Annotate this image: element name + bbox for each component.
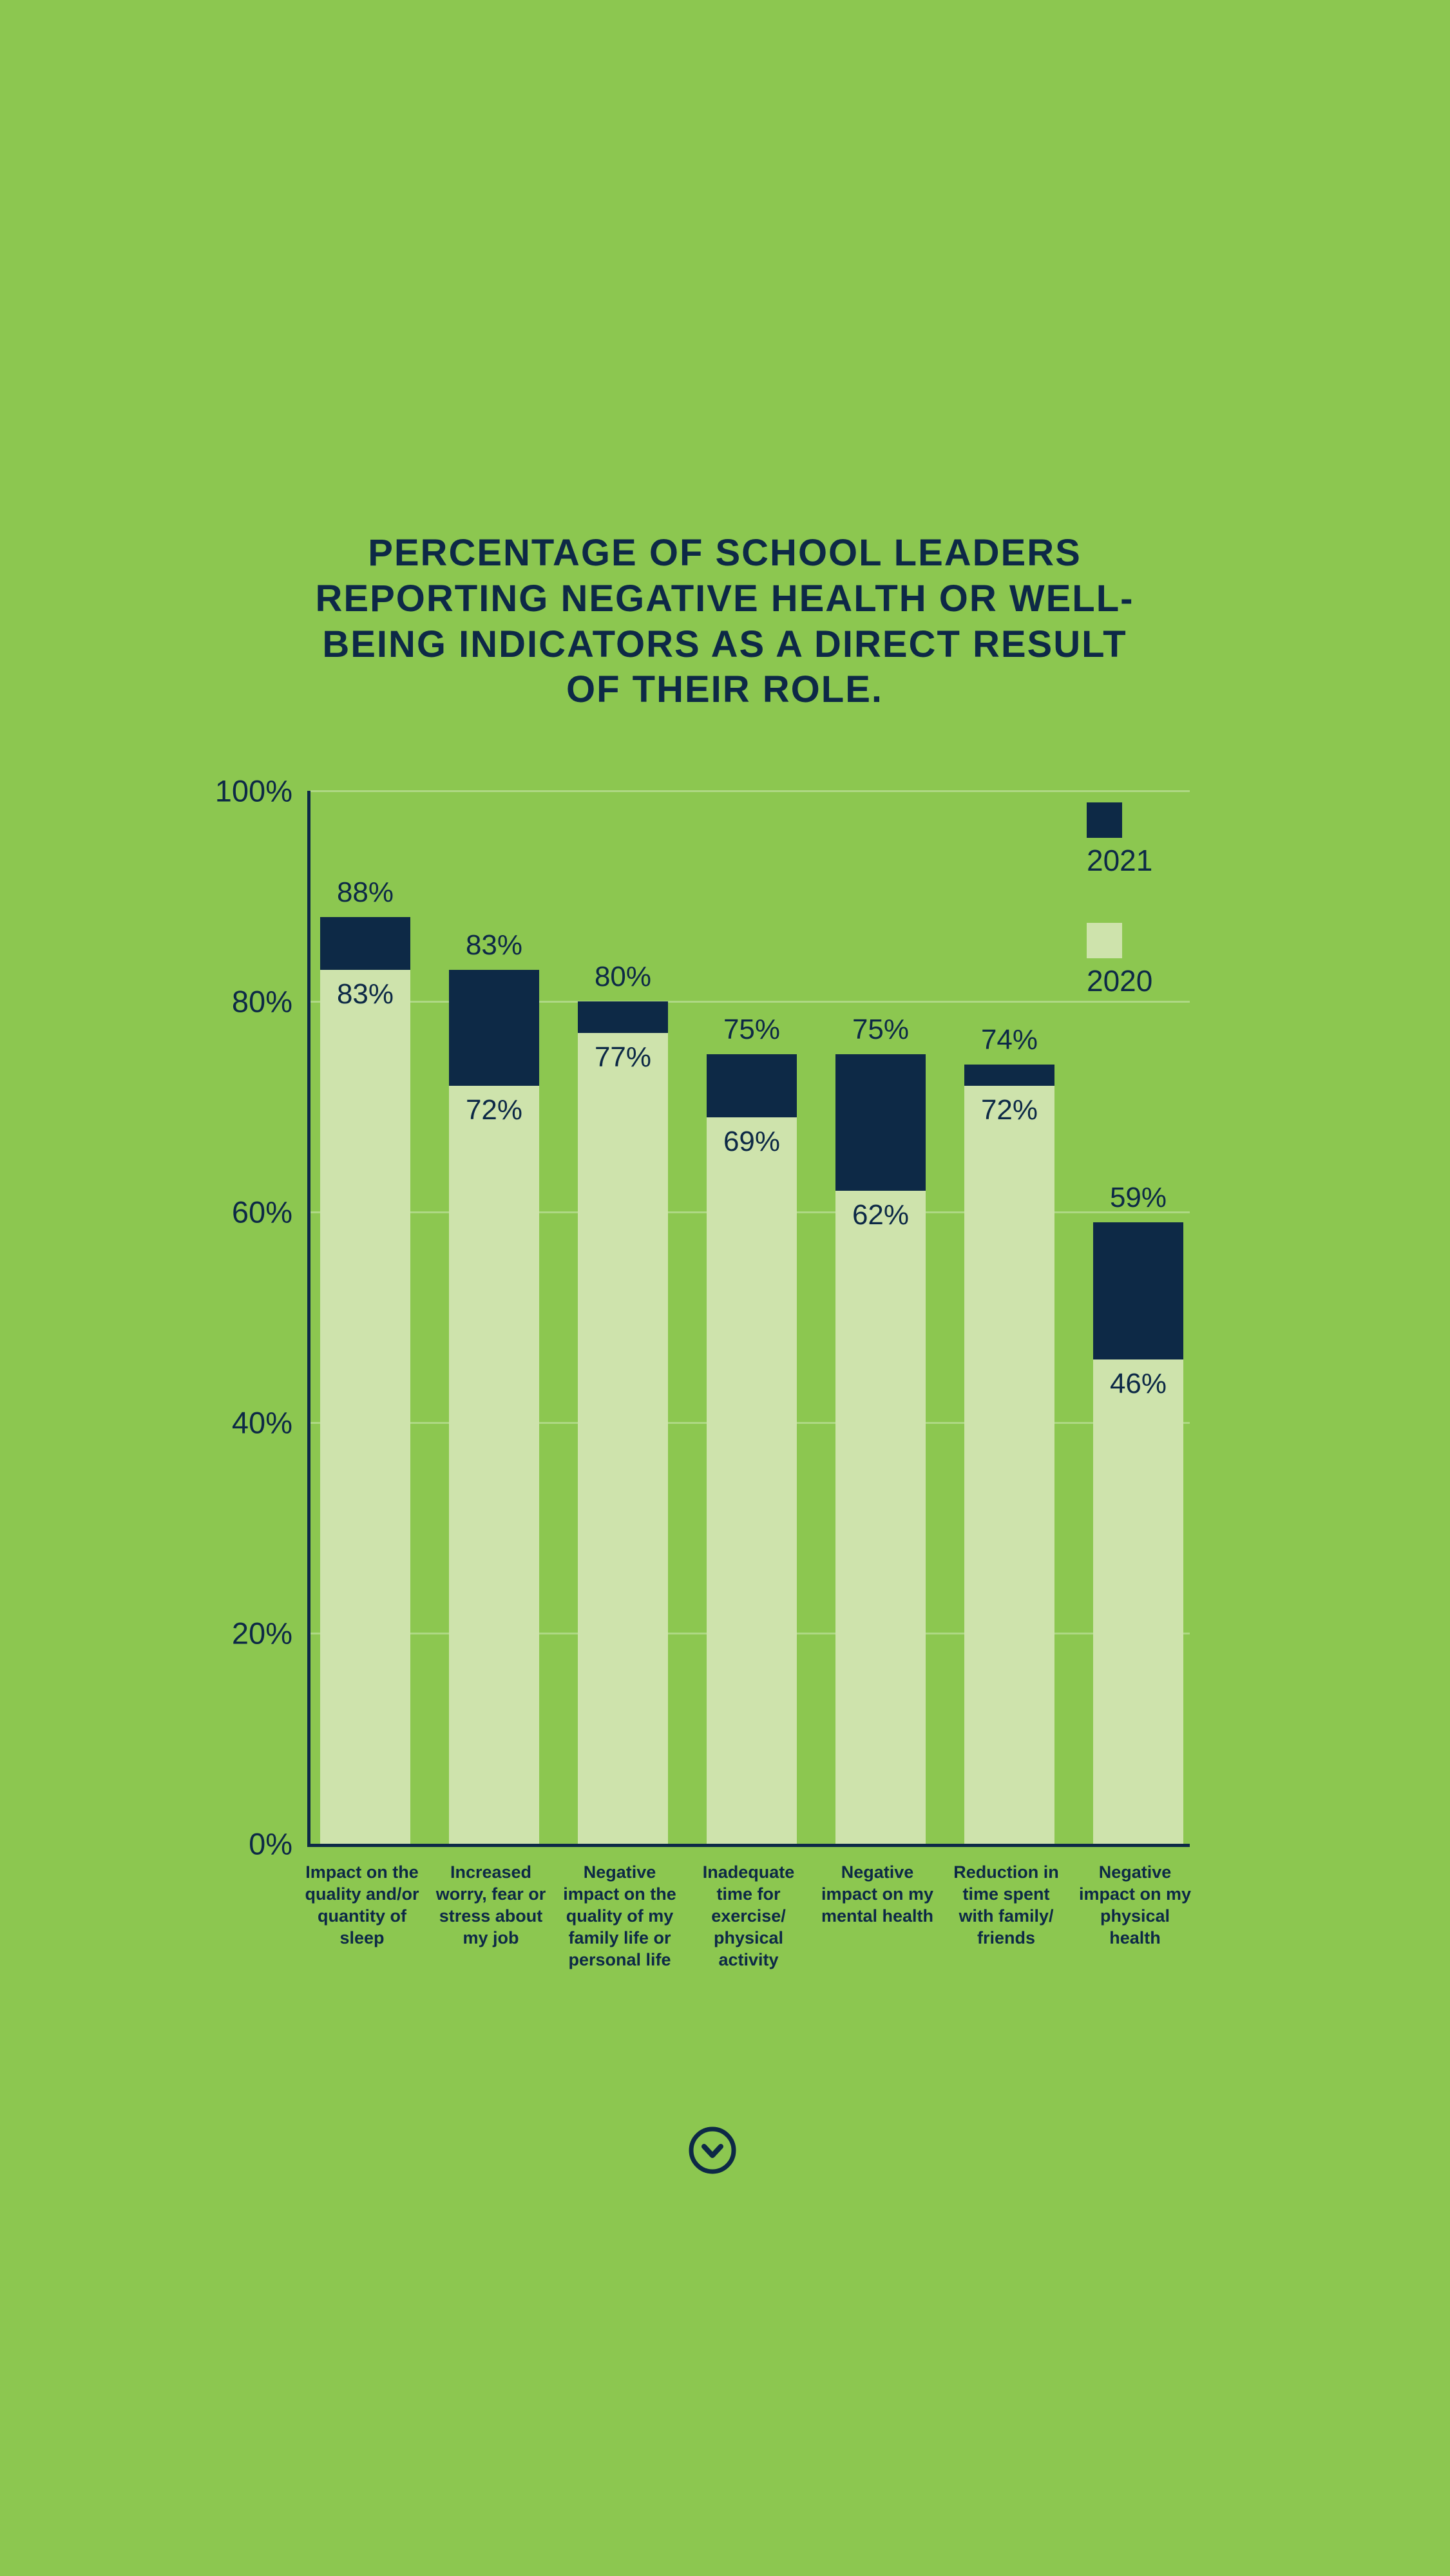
bar-2020 — [449, 1085, 539, 1844]
value-label-2020: 72% — [980, 1094, 1038, 1126]
legend: 2021 2020 — [1087, 802, 1152, 1043]
value-label-2021: 74% — [980, 1024, 1038, 1056]
category-labels: Impact on the quality and/or quantity of… — [305, 1861, 1191, 2041]
category-label: Negative impact on the quality of my fam… — [563, 1862, 676, 1969]
value-label-2021: 75% — [723, 1013, 781, 1045]
bar-group: 83% 72% — [446, 791, 542, 1844]
bar-group: 75% 62% — [832, 791, 929, 1844]
y-tick-label: 0% — [249, 1826, 292, 1861]
bar-2021-segment — [707, 1054, 797, 1117]
value-label-2021: 75% — [852, 1013, 910, 1045]
bar-group: 74% 72% — [961, 791, 1058, 1844]
bar-group: 80% 77% — [575, 791, 671, 1844]
bar-group: 59% 46% — [1090, 791, 1187, 1844]
legend-item-2020: 2020 — [1087, 923, 1152, 998]
bar-2021-segment — [449, 969, 539, 1086]
value-label-2020: 77% — [594, 1041, 652, 1074]
value-label-2021: 88% — [336, 876, 394, 909]
plot-area: 0% 20% 40% 60% 80% 100% 88% 83% 83% 72% 80% 77% 75%… — [215, 774, 1190, 1861]
value-label-2021: 59% — [1109, 1182, 1167, 1214]
bar-group: 88% 83% — [317, 791, 414, 1844]
bar-2021-segment — [578, 1001, 668, 1034]
value-label-2021: 80% — [594, 961, 652, 992]
bar-2020 — [835, 1191, 926, 1844]
category-label: Negative impact on my mental health — [821, 1862, 934, 1926]
bar-2021-segment — [964, 1065, 1054, 1086]
legend-item-2021: 2021 — [1087, 802, 1152, 878]
category-label: Increased worry, fear or stress about my… — [435, 1862, 546, 1947]
legend-swatch — [1087, 923, 1122, 958]
bar-2021-segment — [320, 917, 410, 970]
value-label-2021: 83% — [465, 929, 523, 961]
value-label-2020: 83% — [336, 978, 394, 1010]
gridline — [310, 790, 1190, 792]
bar-chart: 0% 20% 40% 60% 80% 100% 88% 83% 83% 72% 80% 77% 75%… — [215, 774, 1191, 2041]
category-label: Impact on the quality and/or quantity of… — [305, 1862, 419, 1947]
legend-swatch — [1087, 802, 1122, 838]
bar-2020 — [964, 1085, 1054, 1844]
gridline — [310, 1001, 1190, 1003]
y-tick-label: 100% — [215, 773, 292, 808]
y-tick-label: 80% — [231, 984, 292, 1019]
bar-2021-segment — [835, 1054, 926, 1191]
y-tick-label: 40% — [231, 1405, 292, 1440]
value-label-2020: 72% — [465, 1094, 523, 1126]
bar-group: 75% 69% — [703, 791, 800, 1844]
y-tick-label: 20% — [231, 1616, 292, 1651]
bar-2021-segment — [1093, 1222, 1183, 1359]
bars: 88% 83% 83% 72% 80% 77% 75% 69% 75% 62% 74% 72% 59% 4… — [310, 791, 1190, 1844]
value-label-2020: 69% — [723, 1125, 781, 1157]
y-tick-label: 60% — [231, 1195, 292, 1229]
value-label-2020: 46% — [1109, 1367, 1167, 1399]
bar-2020 — [707, 1117, 797, 1844]
category-label: Inadequate time for exercise/ physical a… — [702, 1862, 795, 1969]
scroll-down-button[interactable] — [687, 2125, 738, 2175]
chevron-down-icon — [689, 2126, 736, 2174]
value-label-2020: 62% — [852, 1199, 910, 1231]
bar-2020 — [320, 969, 410, 1844]
legend-label: 2020 — [1087, 964, 1153, 998]
bar-2020 — [1093, 1359, 1183, 1844]
bar-2020 — [578, 1033, 668, 1844]
legend-label: 2021 — [1087, 844, 1153, 877]
chart-title: PERCENTAGE OF SCHOOL LEADERS REPORTING N… — [315, 532, 1134, 711]
category-label: Reduction in time spent with family/ fri… — [953, 1862, 1059, 1947]
category-label: Negative impact on my physical health — [1078, 1862, 1192, 1947]
